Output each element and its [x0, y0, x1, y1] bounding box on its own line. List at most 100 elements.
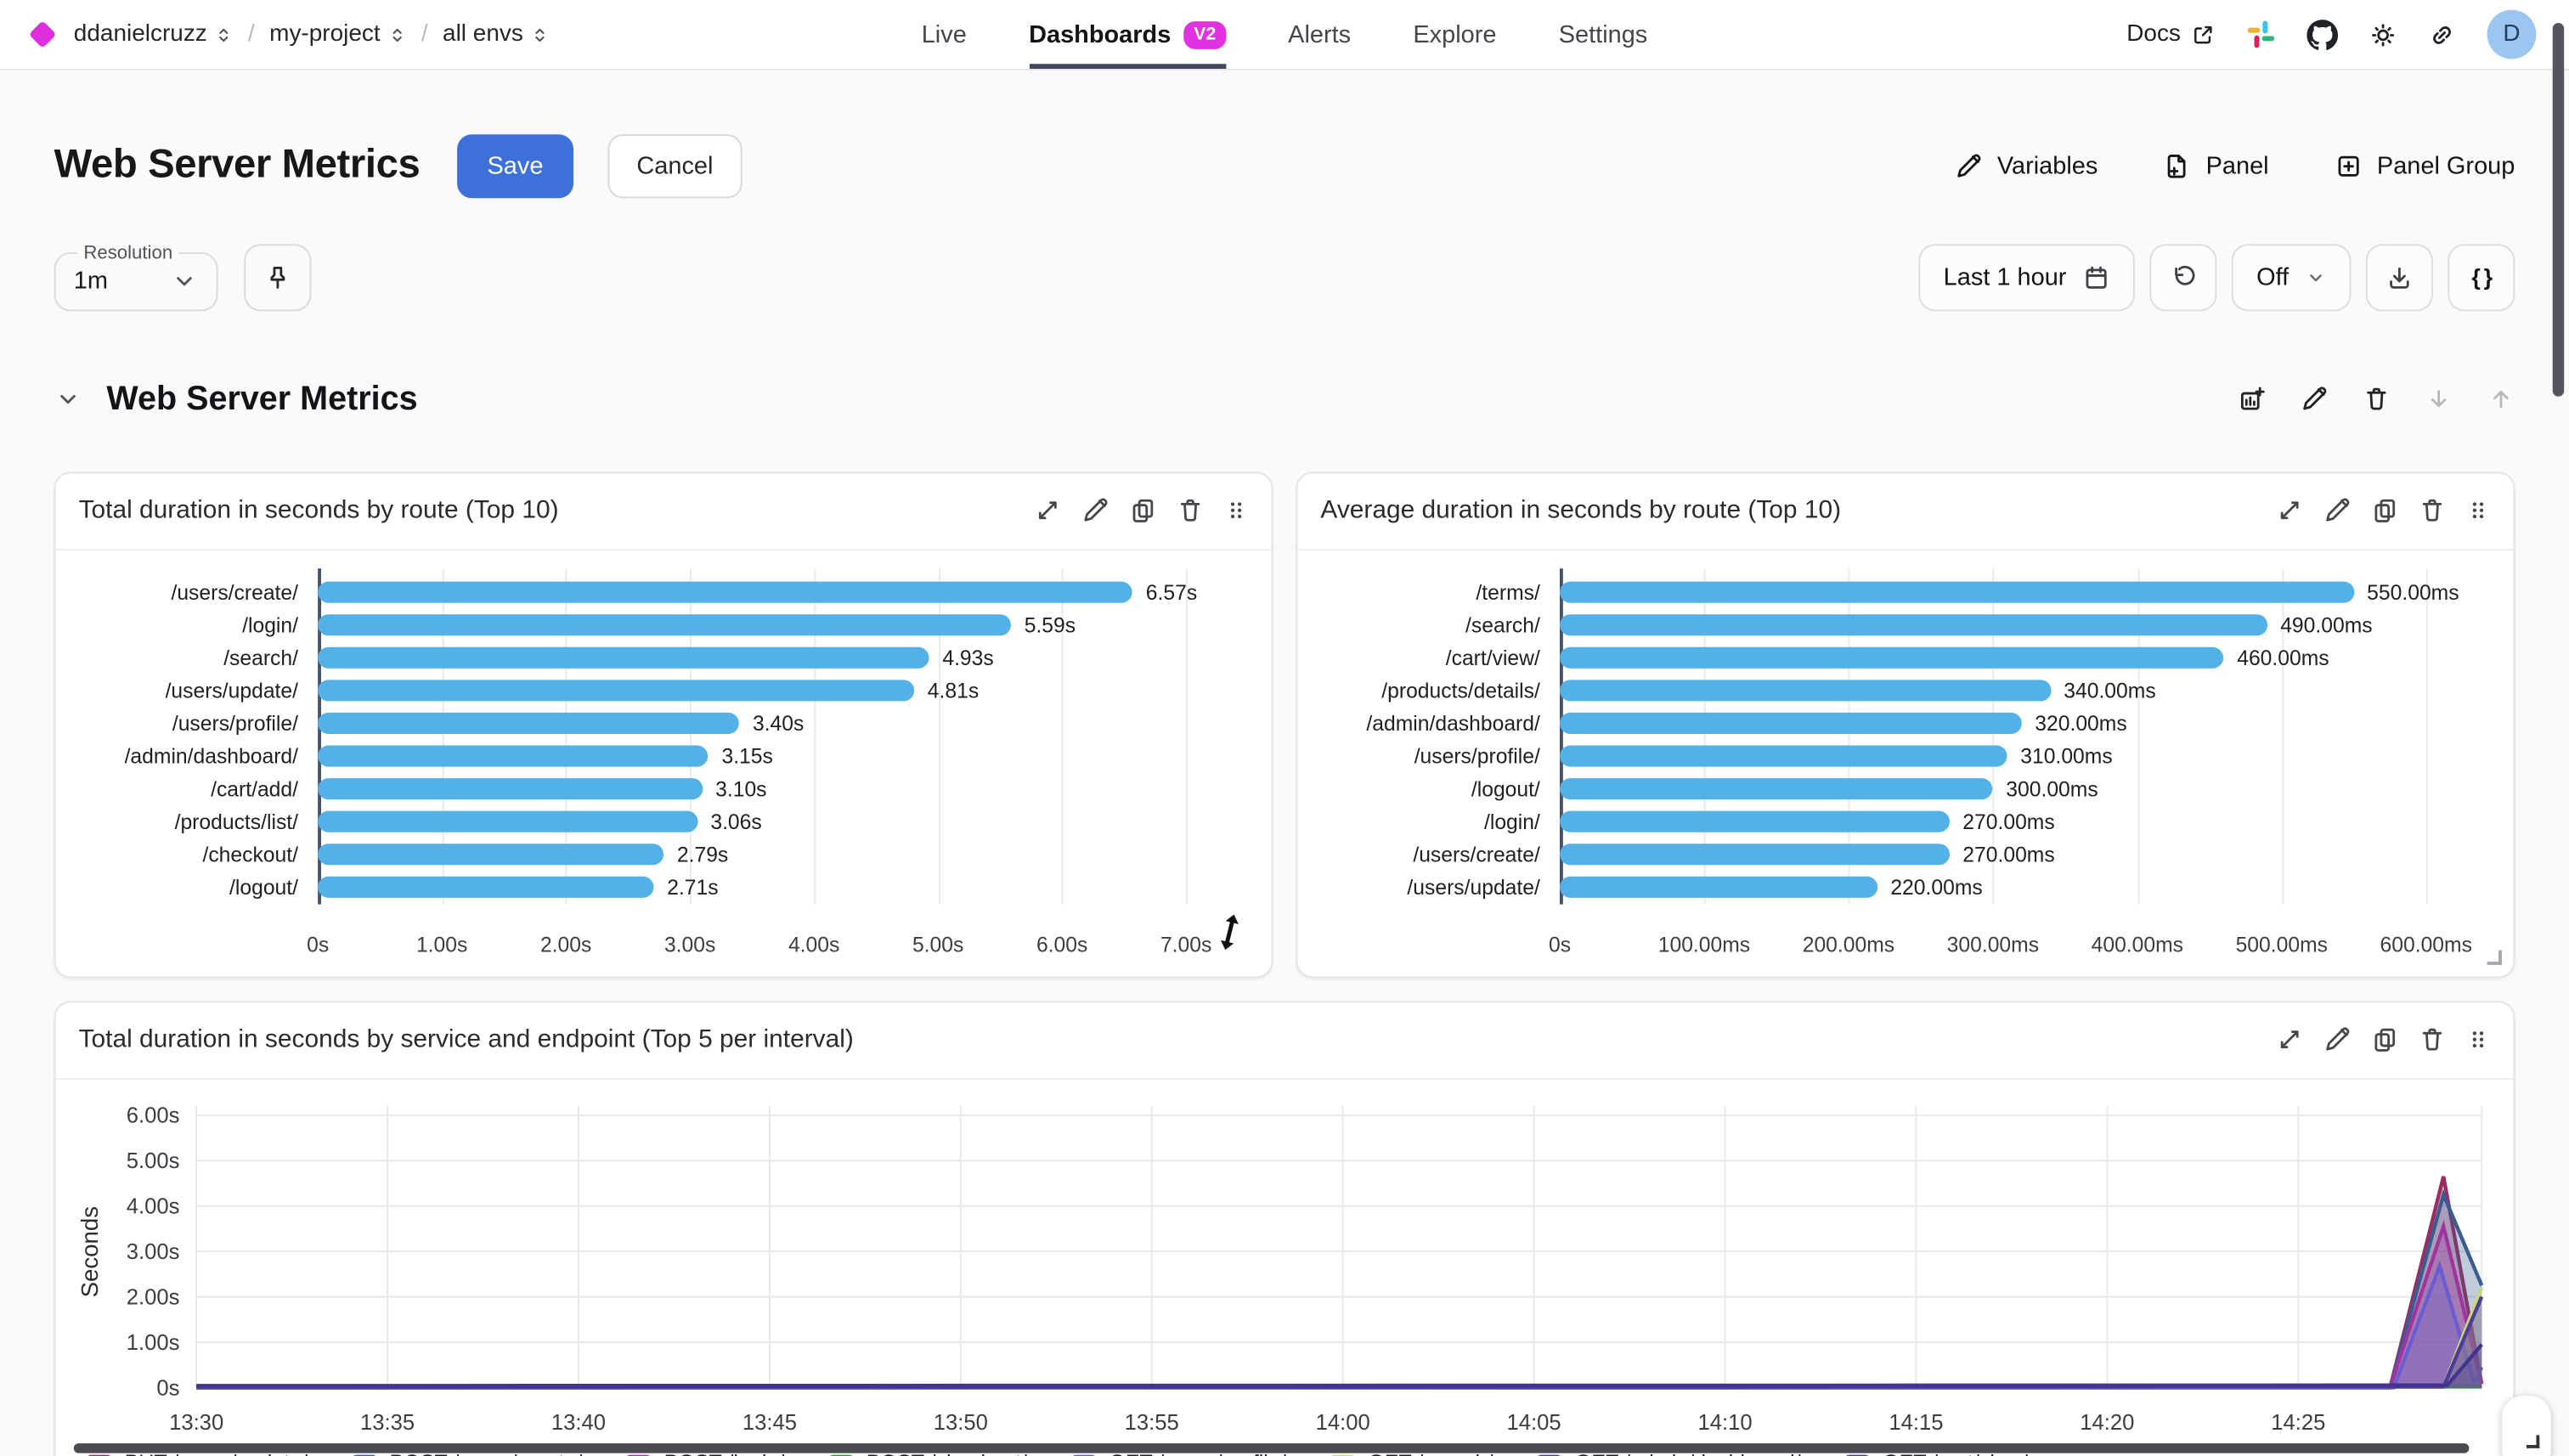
edit-icon[interactable]	[2323, 1026, 2352, 1054]
bar-chart[interactable]: /terms/ /search/ /cart/view/ /products/deta…	[1297, 550, 2513, 976]
delete-icon[interactable]	[1177, 497, 1205, 525]
vertical-scrollbar-thumb[interactable]	[2552, 22, 2565, 397]
panel-button[interactable]: Panel	[2163, 152, 2269, 180]
resolution-value: 1m	[73, 266, 108, 295]
axis-tick-label: 0s	[307, 931, 330, 957]
logo-icon	[28, 20, 57, 48]
resolution-select[interactable]: Resolution 1m	[54, 243, 218, 312]
plus-square-icon	[2335, 152, 2363, 180]
bar-value: 3.06s	[710, 810, 762, 835]
save-button[interactable]: Save	[457, 133, 573, 199]
duplicate-icon[interactable]	[2371, 497, 2399, 525]
axis-tick-label: 300.00ms	[1946, 931, 2040, 957]
expand-icon[interactable]	[2276, 1026, 2304, 1054]
expand-icon[interactable]	[1034, 497, 1062, 525]
add-chart-icon[interactable]	[2238, 386, 2266, 414]
panel-header: Total duration in seconds by route (Top …	[55, 473, 1272, 550]
edit-icon[interactable]	[2301, 386, 2329, 414]
docs-label: Docs	[2126, 21, 2181, 48]
svg-text:13:50: 13:50	[934, 1410, 988, 1434]
tab-settings[interactable]: Settings	[1558, 20, 1648, 48]
bar-value: 2.71s	[667, 875, 719, 900]
duplicate-icon[interactable]	[2371, 1026, 2399, 1054]
horizontal-scrollbar-thumb[interactable]	[73, 1443, 2470, 1453]
download-button[interactable]	[2365, 243, 2433, 312]
bar	[318, 614, 1012, 636]
axis-tick-label: 0s	[1548, 931, 1572, 957]
drag-handle-icon[interactable]	[1224, 497, 1249, 525]
tab-explore[interactable]: Explore	[1413, 20, 1497, 48]
refresh-button[interactable]	[2149, 243, 2217, 312]
tab-live[interactable]: Live	[921, 20, 967, 48]
tab-dashboards[interactable]: Dashboards V2	[1029, 0, 1226, 69]
panel-group-button[interactable]: Panel Group	[2335, 152, 2515, 180]
time-range-label: Last 1 hour	[1943, 263, 2067, 291]
auto-refresh-select[interactable]: Off	[2232, 243, 2352, 312]
resize-handle[interactable]	[2487, 950, 2502, 965]
line-series	[196, 1343, 2483, 1388]
category-label: /users/profile/	[172, 711, 298, 736]
move-down-icon[interactable]	[2425, 386, 2453, 414]
avatar[interactable]: D	[2487, 9, 2537, 59]
selector-icon	[215, 25, 233, 43]
drag-handle-icon[interactable]	[2465, 1026, 2490, 1054]
axis-tick-label: 4.00s	[788, 931, 840, 957]
time-series-chart[interactable]: 0s 1.00s 2.00s 3.00s 4.00s 5.00s 6.00s Seconds 1…	[56, 1080, 2514, 1448]
delete-icon[interactable]	[2419, 1026, 2447, 1054]
bar-value: 460.00ms	[2237, 646, 2329, 671]
bar-value: 270.00ms	[1962, 842, 2055, 867]
axis-tick-label: 5.00s	[912, 931, 964, 957]
axis-tick-label: 600.00ms	[2380, 931, 2472, 957]
bar-value: 550.00ms	[2367, 580, 2459, 606]
delete-icon[interactable]	[2363, 386, 2391, 414]
share-link-icon[interactable]	[2428, 20, 2456, 48]
chevron-down-icon	[171, 267, 199, 295]
move-up-icon[interactable]	[2487, 386, 2515, 414]
category-label: /admin/dashboard/	[124, 744, 298, 770]
github-icon[interactable]	[2306, 19, 2339, 50]
bar-chart[interactable]: /users/create/ /login/ /search/ /users/upda…	[56, 550, 1272, 976]
json-button[interactable]: { }	[2448, 243, 2515, 312]
tab-alerts[interactable]: Alerts	[1288, 20, 1352, 48]
category-label: /cart/add/	[211, 776, 298, 802]
drag-handle-icon[interactable]	[2465, 497, 2490, 525]
slack-icon[interactable]	[2246, 20, 2276, 49]
bar-value: 340.00ms	[2064, 679, 2156, 703]
svg-text:0s: 0s	[156, 1376, 179, 1400]
category-label: /terms/	[1476, 580, 1540, 606]
bar-row: 490.00ms	[1559, 609, 2484, 642]
edit-icon[interactable]	[2323, 497, 2352, 525]
main-nav: Live Dashboards V2 Alerts Explore Settings	[921, 0, 1648, 69]
expand-icon[interactable]	[2276, 497, 2304, 525]
breadcrumb-item-my-project[interactable]: my-project	[269, 21, 406, 48]
docs-link[interactable]: Docs	[2126, 21, 2215, 48]
selector-icon	[388, 25, 406, 43]
bar	[318, 844, 664, 866]
delete-icon[interactable]	[2419, 497, 2447, 525]
panel-group-header: Web Server Metrics	[54, 352, 2515, 447]
svg-text:2.00s: 2.00s	[127, 1285, 180, 1309]
collapse-chevron-icon[interactable]	[54, 386, 82, 414]
edit-icon[interactable]	[1081, 497, 1109, 525]
svg-text:Seconds: Seconds	[76, 1206, 103, 1297]
theme-toggle-icon[interactable]	[2369, 20, 2397, 48]
legend-swatch	[828, 1454, 854, 1456]
breadcrumb-item-ddanielcruzz[interactable]: ddanielcruzz	[74, 21, 234, 48]
legend-swatch	[87, 1454, 112, 1456]
duplicate-icon[interactable]	[1129, 497, 1157, 525]
scroll-corner[interactable]	[2501, 1396, 2551, 1456]
bar	[1559, 746, 2007, 768]
category-label: /users/create/	[1413, 842, 1540, 867]
pin-button[interactable]	[244, 243, 312, 312]
bar	[318, 713, 740, 735]
breadcrumb-item-all-envs[interactable]: all envs	[443, 21, 550, 48]
time-range-button[interactable]: Last 1 hour	[1918, 243, 2136, 312]
legend-swatch	[1070, 1454, 1096, 1456]
cancel-button[interactable]: Cancel	[607, 133, 743, 199]
panel-title: Total duration in seconds by route (Top …	[78, 495, 559, 524]
variables-button[interactable]: Variables	[1955, 152, 2098, 180]
bar	[1559, 877, 1877, 899]
area-series	[196, 1194, 2482, 1388]
category-label: /users/update/	[1407, 875, 1540, 900]
svg-text:13:30: 13:30	[169, 1410, 223, 1434]
